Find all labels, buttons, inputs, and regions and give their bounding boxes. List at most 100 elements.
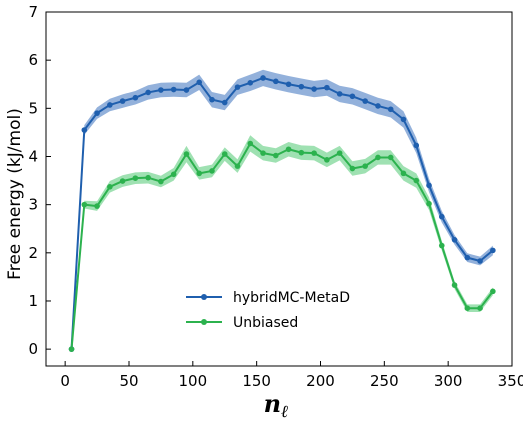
data-point-unbiased (362, 163, 368, 169)
confidence-bands (71, 69, 493, 351)
data-point-hybridmc-metad (438, 213, 445, 220)
y-tick-label: 0 (28, 340, 38, 358)
data-point-hybridmc-metad (196, 79, 203, 86)
data-point-unbiased (490, 288, 496, 295)
data-point-hybridmc-metad (273, 78, 279, 85)
data-point-hybridmc-metad (107, 102, 113, 108)
data-point-unbiased (298, 149, 305, 156)
data-point-hybridmc-metad (158, 87, 164, 93)
data-point-hybridmc-metad (451, 237, 458, 243)
data-point-hybridmc-metad (221, 99, 228, 106)
data-point-unbiased (196, 170, 203, 177)
legend: hybridMC-MetaD Unbiased (186, 290, 350, 331)
x-tick-label: 50 (119, 372, 138, 390)
data-point-hybridmc-metad (490, 247, 496, 254)
data-point-unbiased (132, 175, 139, 181)
data-point-unbiased (464, 305, 471, 312)
data-point-hybridmc-metad (400, 116, 407, 123)
data-point-hybridmc-metad (94, 110, 100, 116)
data-point-hybridmc-metad (132, 94, 139, 101)
data-point-unbiased (349, 165, 356, 172)
data-point-unbiased (158, 178, 164, 185)
y-tick-label: 3 (28, 196, 38, 214)
data-point-hybridmc-metad (336, 91, 343, 97)
data-point-hybridmc-metad (145, 89, 151, 96)
data-point-unbiased (387, 154, 394, 161)
data-point-unbiased (119, 178, 126, 184)
data-point-unbiased (324, 157, 330, 163)
data-point-hybridmc-metad (375, 103, 381, 109)
data-point-unbiased (400, 170, 407, 177)
legend-label-hybridmc-metad: hybridMC-MetaD (233, 290, 350, 306)
y-tick-label: 1 (28, 292, 38, 310)
data-point-unbiased (311, 150, 317, 156)
data-point-hybridmc-metad (464, 254, 471, 261)
x-tick-label: 350 (498, 372, 523, 390)
x-tick-label: 250 (370, 372, 399, 390)
data-point-unbiased (438, 242, 445, 249)
data-point-hybridmc-metad (119, 98, 126, 104)
y-tick-label: 6 (28, 51, 38, 69)
y-tick-label: 2 (28, 244, 38, 262)
data-point-unbiased (247, 140, 254, 147)
legend-item-unbiased: Unbiased (186, 315, 298, 331)
data-point-unbiased (221, 151, 228, 157)
data-point-hybridmc-metad (426, 182, 432, 189)
data-point-hybridmc-metad (247, 80, 254, 86)
legend-swatch-marker (201, 319, 207, 325)
data-point-hybridmc-metad (260, 75, 266, 81)
data-point-unbiased (107, 184, 113, 190)
data-point-unbiased (413, 177, 420, 184)
y-axis-label: Free energy (kJ/mol) (5, 108, 25, 280)
data-point-hybridmc-metad (183, 87, 190, 93)
y-axis-ticks: 0 1 2 3 4 5 6 7 (28, 3, 51, 358)
plot-frame (45, 11, 513, 367)
data-point-unbiased (451, 282, 458, 288)
y-tick-label: 5 (28, 99, 38, 117)
data-point-unbiased (285, 146, 292, 153)
data-point-hybridmc-metad (170, 86, 177, 93)
legend-label-unbiased: Unbiased (233, 315, 298, 331)
data-point-unbiased (477, 305, 483, 312)
x-axis-label-subscript: ℓ (281, 402, 288, 421)
band-hybridmc-metad (71, 69, 493, 351)
x-axis-ticks: 0 50 100 150 200 250 300 350 (60, 361, 523, 390)
data-point-hybridmc-metad (234, 84, 241, 90)
data-point-hybridmc-metad (362, 98, 368, 104)
legend-swatch-marker (201, 294, 207, 300)
data-point-unbiased (426, 200, 432, 207)
data-point-unbiased (68, 346, 75, 352)
data-point-unbiased (183, 151, 190, 157)
data-point-unbiased (273, 152, 279, 159)
data-point-unbiased (375, 154, 381, 161)
data-point-unbiased (209, 168, 215, 174)
series-line-hybridmc-metad (70, 76, 494, 350)
series-points (68, 75, 496, 352)
series-line-unbiased (70, 142, 494, 350)
data-point-hybridmc-metad (209, 96, 215, 103)
data-point-hybridmc-metad (413, 142, 420, 149)
legend-item-hybridmc-metad: hybridMC-MetaD (186, 290, 350, 306)
data-point-hybridmc-metad (477, 258, 483, 264)
data-point-unbiased (81, 201, 88, 208)
data-point-hybridmc-metad (324, 84, 330, 91)
y-tick-label: 4 (28, 147, 38, 165)
data-point-hybridmc-metad (298, 83, 305, 90)
data-point-unbiased (260, 150, 266, 156)
x-tick-label: 300 (434, 372, 463, 390)
data-point-unbiased (234, 163, 241, 169)
data-point-hybridmc-metad (387, 106, 394, 113)
x-axis-label: nℓ (264, 389, 289, 421)
x-tick-label: 150 (242, 372, 271, 390)
data-point-hybridmc-metad (311, 86, 317, 92)
data-point-hybridmc-metad (81, 127, 88, 133)
x-tick-label: 100 (179, 372, 208, 390)
data-point-hybridmc-metad (285, 81, 292, 88)
y-tick-label: 7 (28, 3, 38, 21)
data-point-unbiased (170, 171, 177, 178)
x-axis-label-main: n (264, 389, 281, 418)
data-point-hybridmc-metad (349, 93, 356, 100)
data-point-unbiased (145, 174, 151, 181)
